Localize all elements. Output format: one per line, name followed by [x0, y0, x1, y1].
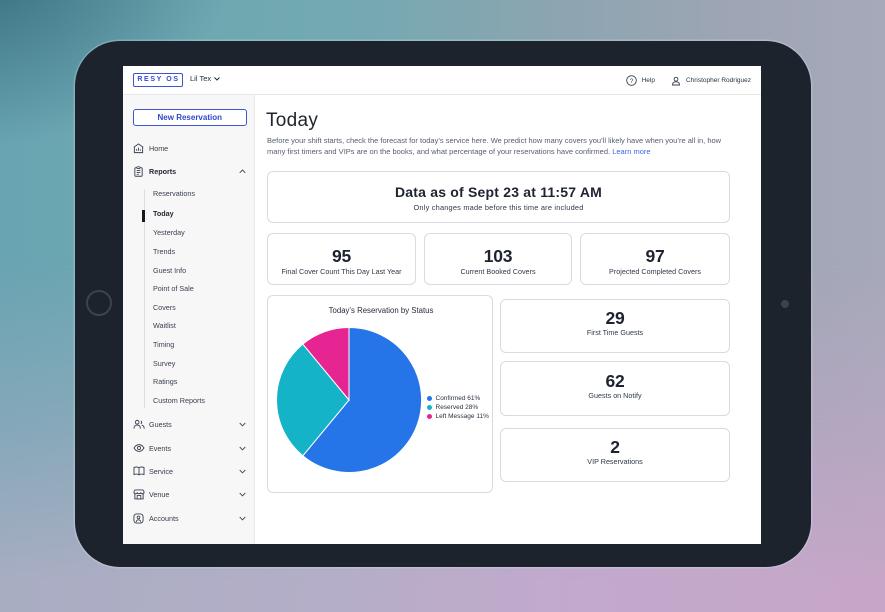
svg-text:?: ?: [629, 78, 633, 85]
